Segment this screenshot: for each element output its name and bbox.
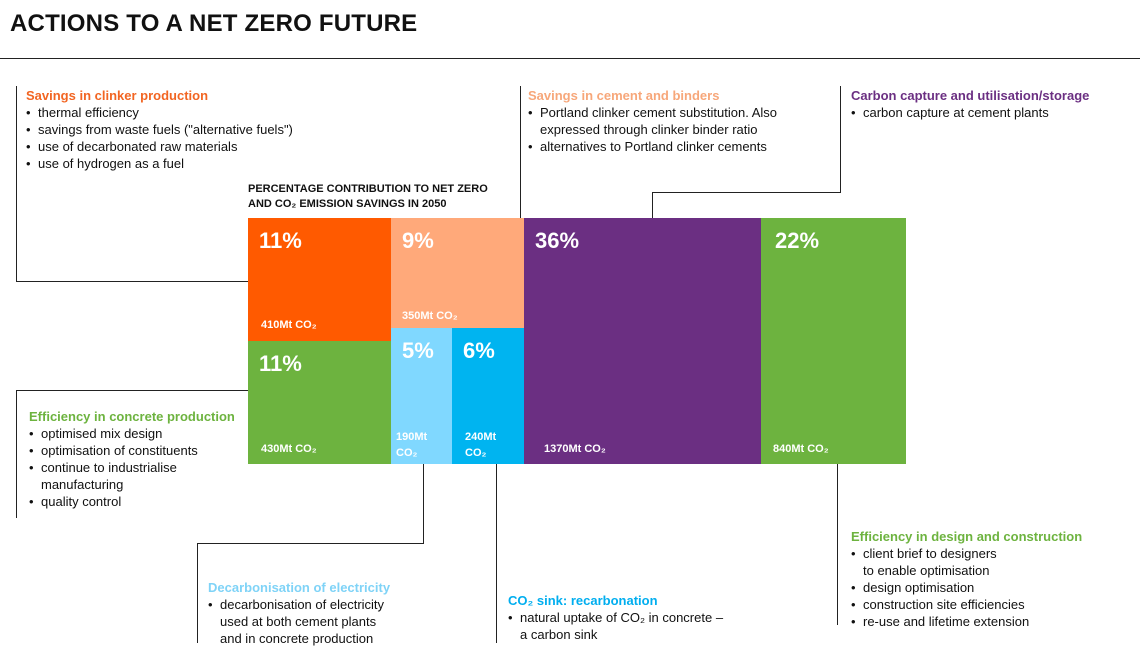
connector-line-cement-vertical (520, 86, 521, 218)
annotation-concrete: Efficiency in concrete production optimi… (29, 408, 235, 510)
chart-block-recarbonation-savings-line-1: 240Mt (465, 431, 497, 443)
chart-block-cement: 9% 350Mt CO₂ (391, 218, 524, 328)
chart-block-ccus: 36% 1370Mt CO₂ (524, 218, 761, 464)
annotation-cement-title: Savings in cement and binders (528, 88, 720, 103)
connector-line-electricity-drop (197, 543, 198, 643)
list-item: re-use and lifetime extension (851, 613, 1082, 630)
list-item: optimised mix design (29, 425, 235, 442)
header-divider (0, 58, 1140, 59)
annotation-ccus-title: Carbon capture and utilisation/storage (851, 88, 1090, 103)
annotation-clinker-list: thermal efficiency savings from waste fu… (26, 104, 293, 172)
connector-line-clinker-vertical (16, 86, 17, 282)
chart-title-line-1: PERCENTAGE CONTRIBUTION TO NET ZERO (248, 183, 488, 195)
chart-title: PERCENTAGE CONTRIBUTION TO NET ZERO AND … (248, 182, 488, 212)
chart-block-electricity-percent: 5% (402, 338, 434, 363)
connector-line-electricity-vertical (423, 463, 424, 544)
connector-line-clinker-horizontal (16, 281, 248, 282)
annotation-concrete-title: Efficiency in concrete production (29, 409, 235, 424)
annotation-ccus-list: carbon capture at cement plants (851, 104, 1089, 121)
chart-block-ccus-savings: 1370Mt CO₂ (544, 443, 606, 455)
connector-line-recarbonation-vertical (496, 463, 497, 643)
connector-line-ccus-vertical (840, 86, 841, 192)
chart-block-concrete: 11% 430Mt CO₂ (248, 341, 391, 464)
chart-block-clinker-percent: 11% (259, 228, 302, 253)
chart-block-recarbonation-savings: 240Mt CO₂ (465, 429, 496, 461)
annotation-electricity: Decarbonisation of electricity decarboni… (208, 579, 390, 647)
annotation-recarbonation-list: natural uptake of CO₂ in concrete – a ca… (508, 609, 723, 643)
annotation-design-title: Efficiency in design and construction (851, 529, 1083, 544)
chart-block-concrete-percent: 11% (259, 351, 302, 376)
annotation-ccus: Carbon capture and utilisation/storage c… (851, 87, 1089, 121)
list-item: expressed through clinker binder ratio (540, 122, 758, 137)
annotation-electricity-list: decarbonisation of electricity used at b… (208, 596, 390, 647)
connector-line-electricity-horizontal (197, 543, 424, 544)
connector-line-ccus-horizontal (652, 192, 841, 193)
chart-block-cement-percent: 9% (402, 228, 434, 253)
list-item: carbon capture at cement plants (851, 104, 1089, 121)
list-item: design optimisation (851, 579, 1082, 596)
list-item: optimisation of constituents (29, 442, 235, 459)
chart-block-recarbonation: 6% 240Mt CO₂ (452, 328, 524, 464)
list-item: use of decarbonated raw materials (26, 138, 293, 155)
chart-block-recarbonation-percent: 6% (463, 338, 495, 363)
chart-block-ccus-percent: 36% (535, 228, 580, 253)
annotation-recarbonation-title: CO₂ sink: recarbonation (508, 593, 658, 608)
list-item: thermal efficiency (26, 104, 293, 121)
chart-block-recarbonation-savings-line-2: CO₂ (465, 447, 487, 459)
list-item: continue to industrialise (29, 459, 235, 476)
annotation-recarbonation: CO₂ sink: recarbonation natural uptake o… (508, 592, 723, 643)
chart-block-design: 22% 840Mt CO₂ (761, 218, 906, 464)
list-item: construction site efficiencies (851, 596, 1082, 613)
connector-line-concrete-horizontal (16, 390, 248, 391)
annotation-cement-list: Portland clinker cement substitution. Al… (528, 104, 777, 155)
chart-block-electricity-savings: 190Mt CO₂ (396, 429, 427, 461)
list-item: client brief to designers (851, 545, 1082, 562)
list-item: Portland clinker cement substitution. Al… (528, 104, 777, 121)
page-title: ACTIONS TO A NET ZERO FUTURE (10, 10, 418, 37)
list-item: alternatives to Portland clinker cements (528, 138, 777, 155)
chart-block-concrete-savings: 430Mt CO₂ (261, 443, 317, 455)
annotation-electricity-title: Decarbonisation of electricity (208, 580, 391, 595)
list-item: and in concrete production (220, 631, 374, 646)
chart-block-cement-savings: 350Mt CO₂ (402, 310, 458, 322)
list-item: natural uptake of CO₂ in concrete – (508, 609, 723, 626)
annotation-cement: Savings in cement and binders Portland c… (528, 87, 777, 155)
list-item: a carbon sink (520, 627, 598, 642)
list-item: savings from waste fuels ("alternative f… (26, 121, 293, 138)
chart-block-electricity-savings-line-1: 190Mt (396, 431, 428, 443)
annotation-clinker: Savings in clinker production thermal ef… (26, 87, 293, 172)
annotation-design-list: client brief to designers to enable opti… (851, 545, 1082, 630)
chart-title-line-2: AND CO₂ EMISSION SAVINGS IN 2050 (248, 198, 447, 210)
chart-block-electricity: 5% 190Mt CO₂ (391, 328, 452, 464)
annotation-clinker-title: Savings in clinker production (26, 88, 209, 103)
list-item: used at both cement plants (220, 614, 377, 629)
connector-line-concrete-vertical (16, 390, 17, 518)
chart-block-clinker-savings: 410Mt CO₂ (261, 319, 317, 331)
list-item: quality control (29, 493, 235, 510)
chart-block-clinker: 11% 410Mt CO₂ (248, 218, 391, 341)
annotation-concrete-list: optimised mix design optimisation of con… (29, 425, 235, 510)
chart-block-design-percent: 22% (775, 228, 820, 253)
connector-line-design-vertical (837, 463, 838, 625)
annotation-design: Efficiency in design and construction cl… (851, 528, 1082, 630)
list-item: use of hydrogen as a fuel (26, 155, 293, 172)
chart-block-electricity-savings-line-2: CO₂ (396, 447, 418, 459)
list-item: manufacturing (41, 477, 124, 492)
list-item: decarbonisation of electricity (208, 596, 390, 613)
chart-block-design-savings: 840Mt CO₂ (773, 443, 829, 455)
connector-line-ccus-drop (652, 192, 653, 218)
list-item: to enable optimisation (863, 563, 990, 578)
